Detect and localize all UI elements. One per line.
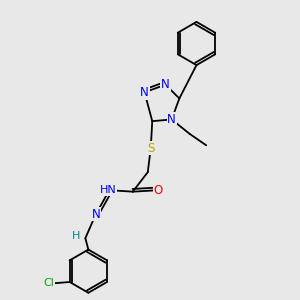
Text: H: H (72, 231, 80, 241)
Text: HN: HN (100, 185, 116, 195)
Text: O: O (154, 184, 163, 197)
Text: N: N (167, 113, 176, 126)
Text: N: N (92, 208, 100, 221)
Text: S: S (147, 142, 154, 155)
Text: N: N (161, 78, 170, 91)
Text: Cl: Cl (43, 278, 54, 289)
Text: N: N (140, 86, 149, 99)
